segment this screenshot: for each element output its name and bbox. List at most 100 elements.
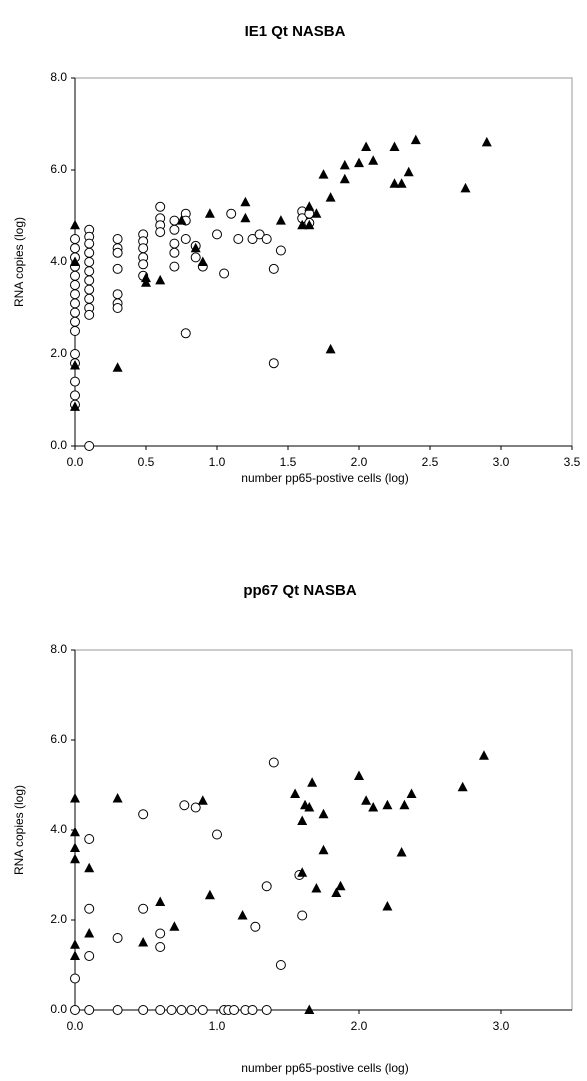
circle-point — [179, 800, 190, 811]
circle-point — [250, 921, 261, 932]
triangle-point — [318, 169, 329, 179]
triangle-point — [368, 155, 379, 165]
circle-point — [226, 208, 237, 219]
triangle-point — [169, 921, 180, 931]
y-tick-label: 6.0 — [50, 732, 67, 746]
triangle-point — [240, 212, 251, 223]
triangle-point — [396, 847, 407, 857]
circle-point — [70, 289, 80, 300]
triangle-point — [237, 910, 248, 920]
triangle-point — [318, 844, 329, 855]
triangle-point — [382, 799, 393, 810]
circle-point — [297, 910, 308, 921]
triangle-point — [176, 215, 187, 225]
triangle-point — [84, 862, 95, 873]
x-tick-label: 1.0 — [209, 1019, 226, 1033]
triangle-point — [197, 256, 208, 266]
circle-point — [197, 1005, 208, 1015]
circle-point — [155, 942, 166, 952]
circle-point — [138, 1005, 149, 1015]
y-tick-label: 2.0 — [50, 912, 67, 926]
triangle-point — [155, 896, 166, 906]
y-axis-label: RNA copies (log) — [12, 785, 26, 875]
circle-point — [155, 928, 166, 939]
triangle-point — [399, 799, 410, 810]
circle-point — [169, 247, 180, 258]
circle-point — [112, 933, 123, 943]
circle-point — [275, 960, 286, 970]
triangle-point — [70, 950, 80, 960]
circle-point — [190, 252, 201, 263]
circle-point — [70, 1005, 80, 1015]
x-tick-label: 1.5 — [280, 455, 297, 469]
circle-point — [112, 1005, 123, 1015]
y-axis-label: RNA copies (log) — [12, 217, 26, 307]
triangle-point — [382, 901, 393, 911]
circle-point — [180, 328, 191, 339]
circle-point — [70, 973, 80, 984]
triangle-point — [297, 815, 308, 825]
circle-point — [84, 441, 95, 451]
circle-point — [233, 234, 244, 244]
y-tick-label: 2.0 — [50, 346, 67, 360]
y-tick-label: 0.0 — [50, 1002, 67, 1016]
triangle-point — [389, 141, 400, 151]
triangle-point — [335, 880, 346, 891]
circle-point — [84, 284, 95, 295]
triangle-point — [204, 889, 215, 900]
circle-point — [84, 1005, 95, 1015]
triangle-point — [389, 178, 400, 188]
circle-point — [169, 238, 180, 249]
triangle-point — [70, 793, 80, 803]
triangle-point — [70, 826, 80, 837]
circle-point — [84, 247, 95, 258]
circle-point — [84, 275, 95, 286]
circle-point — [268, 263, 279, 274]
triangle-point — [141, 277, 151, 287]
x-axis-label: number pp65-postive cells (log) — [241, 1061, 408, 1075]
triangle-point — [297, 219, 308, 230]
triangle-point — [304, 219, 315, 230]
triangle-point — [396, 178, 407, 188]
x-tick-label: 2.0 — [351, 1019, 368, 1033]
triangle-point — [403, 166, 414, 177]
y-tick-label: 8.0 — [50, 642, 67, 656]
circle-point — [112, 289, 123, 300]
triangle-point — [155, 274, 166, 285]
circle-point — [84, 834, 95, 844]
circle-point — [138, 903, 149, 914]
plot-frame — [74, 649, 573, 1011]
triangle-point — [70, 842, 80, 852]
circle-point — [275, 245, 286, 256]
circle-point — [155, 1005, 166, 1015]
x-tick-label: 3.0 — [493, 455, 510, 469]
triangle-point — [478, 750, 489, 760]
triangle-point — [304, 1004, 315, 1014]
circle-point — [254, 229, 265, 240]
x-tick-label: 1.0 — [209, 455, 226, 469]
circle-point — [70, 316, 80, 327]
circle-point — [70, 298, 80, 309]
circle-point — [70, 243, 80, 254]
triangle-point — [325, 192, 336, 202]
y-tick-label: 0.0 — [50, 438, 67, 452]
y-tick-label: 4.0 — [50, 254, 67, 268]
y-tick-label: 6.0 — [50, 162, 67, 176]
circle-point — [84, 903, 95, 914]
circle-point — [229, 1005, 240, 1015]
circle-point — [112, 247, 123, 258]
triangle-point — [112, 793, 123, 803]
x-tick-label: 0.0 — [67, 455, 84, 469]
triangle-point — [481, 136, 492, 147]
circle-point — [70, 376, 80, 387]
triangle-point — [339, 159, 350, 170]
triangle-point — [70, 219, 80, 230]
circle-point — [112, 263, 123, 274]
x-axis-label: number pp65-postive cells (log) — [241, 471, 408, 485]
circle-point — [247, 234, 258, 244]
triangle-point — [275, 215, 286, 225]
circle-point — [176, 1005, 187, 1015]
circle-point — [261, 881, 272, 892]
triangle-point — [304, 802, 315, 812]
triangle-point — [112, 362, 123, 372]
